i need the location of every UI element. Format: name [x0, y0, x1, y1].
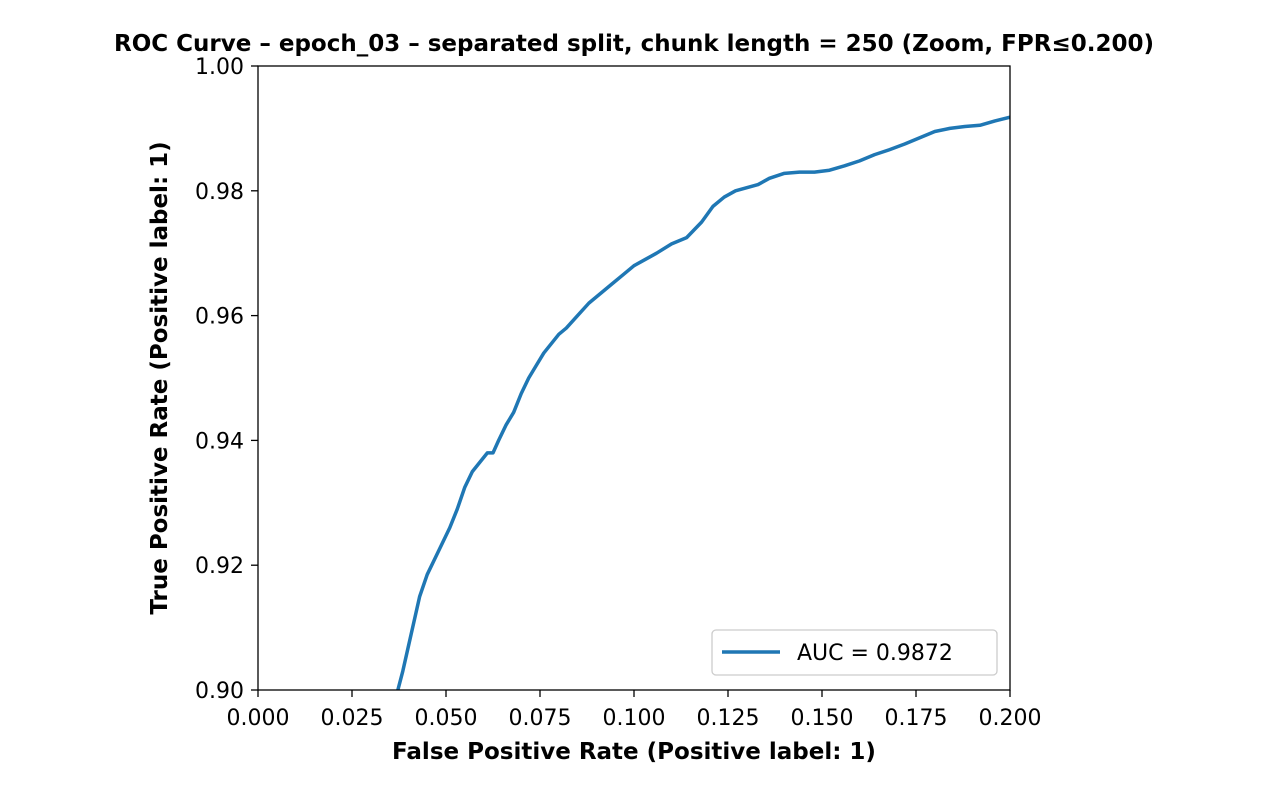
x-axis-ticks: 0.000 0.025 0.050 0.075 0.100 0.125 0.150 0.175… — [227, 690, 1042, 731]
y-tick-label: 0.96 — [195, 305, 244, 330]
x-axis-label: False Positive Rate (Positive label: 1) — [392, 739, 876, 765]
x-tick-label: 0.075 — [509, 706, 572, 731]
plot-frame — [257, 65, 1011, 691]
x-tick-label: 0.050 — [415, 706, 478, 731]
x-tick-label: 0.150 — [791, 706, 854, 731]
x-tick-label: 0.025 — [321, 706, 384, 731]
chart-title: ROC Curve – epoch_03 – separated split, … — [114, 31, 1154, 57]
legend: AUC = 0.9872 — [711, 629, 998, 676]
y-tick-label: 0.92 — [195, 554, 244, 579]
x-tick-label: 0.125 — [697, 706, 760, 731]
x-tick-label: 0.100 — [603, 706, 666, 731]
y-axis-label: True Positive Rate (Positive label: 1) — [147, 141, 173, 614]
legend-box — [711, 629, 998, 676]
x-tick-label: 0.175 — [885, 706, 948, 731]
y-axis-ticks: 0.90 0.92 0.94 0.96 0.98 1.00 — [195, 55, 258, 704]
y-tick-label: 0.90 — [195, 679, 244, 704]
series-layer — [396, 115, 1010, 690]
roc-curve-line — [396, 115, 1010, 690]
y-tick-label: 0.98 — [195, 180, 244, 205]
y-tick-label: 1.00 — [195, 55, 244, 80]
y-tick-label: 0.94 — [195, 429, 244, 454]
x-tick-label: 0.200 — [979, 706, 1042, 731]
legend-label: AUC = 0.9872 — [797, 641, 953, 666]
x-tick-label: 0.000 — [227, 706, 290, 731]
plot-area — [257, 65, 1011, 691]
